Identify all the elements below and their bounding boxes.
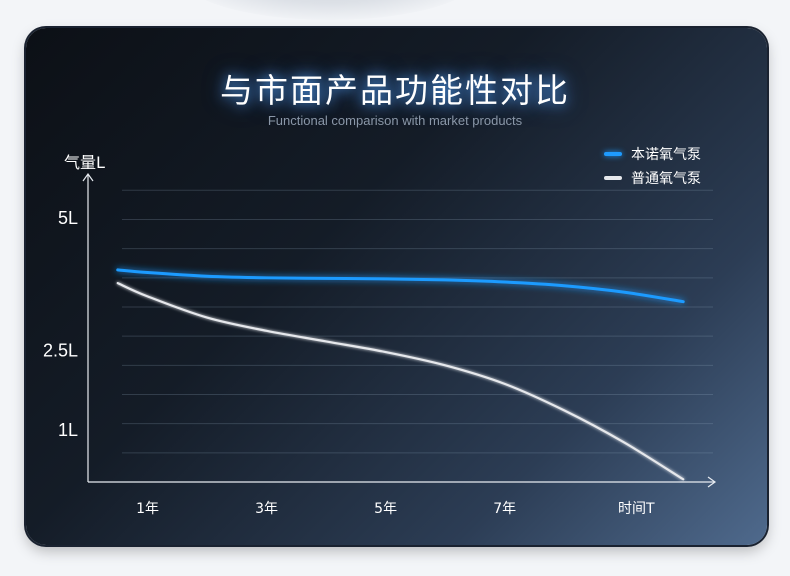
legend-label-series-1: 普通氧气泵	[631, 171, 701, 187]
y-tick-label: 1L	[58, 420, 78, 440]
chart-title: 与市面产品功能性对比	[220, 71, 570, 110]
axes	[82, 172, 717, 488]
y-tick-label: 5L	[58, 208, 78, 228]
x-tick-label: 7年	[493, 501, 516, 517]
x-tick-label: 5年	[374, 501, 397, 517]
legend-item-series-1: 普通氧气泵	[604, 166, 701, 190]
legend-swatch-series-0	[604, 152, 622, 156]
axis-labels: 气量L 时间T 5L 2.5L 1L 1年 3年 5年 7年	[43, 153, 655, 517]
y-axis-arrow	[82, 172, 94, 182]
x-axis-arrow	[707, 476, 717, 488]
series-line-ordinary	[116, 282, 685, 481]
x-axis-title: 时间T	[618, 501, 655, 517]
series-line-benuo	[116, 268, 685, 304]
legend-item-series-0: 本诺氧气泵	[604, 142, 701, 166]
legend: 本诺氧气泵 普通氧气泵	[604, 142, 701, 190]
x-tick-label: 3年	[255, 501, 278, 517]
y-axis-title: 气量L	[64, 153, 105, 172]
grid-lines	[122, 189, 713, 454]
legend-swatch-series-1	[604, 176, 622, 180]
chart-panel	[26, 28, 767, 545]
x-tick-label: 1年	[136, 501, 159, 517]
y-tick-label: 2.5L	[43, 340, 78, 360]
legend-label-series-0: 本诺氧气泵	[631, 147, 701, 163]
chart-subtitle: Functional comparison with market produc…	[267, 113, 523, 128]
series-lines	[116, 268, 685, 481]
